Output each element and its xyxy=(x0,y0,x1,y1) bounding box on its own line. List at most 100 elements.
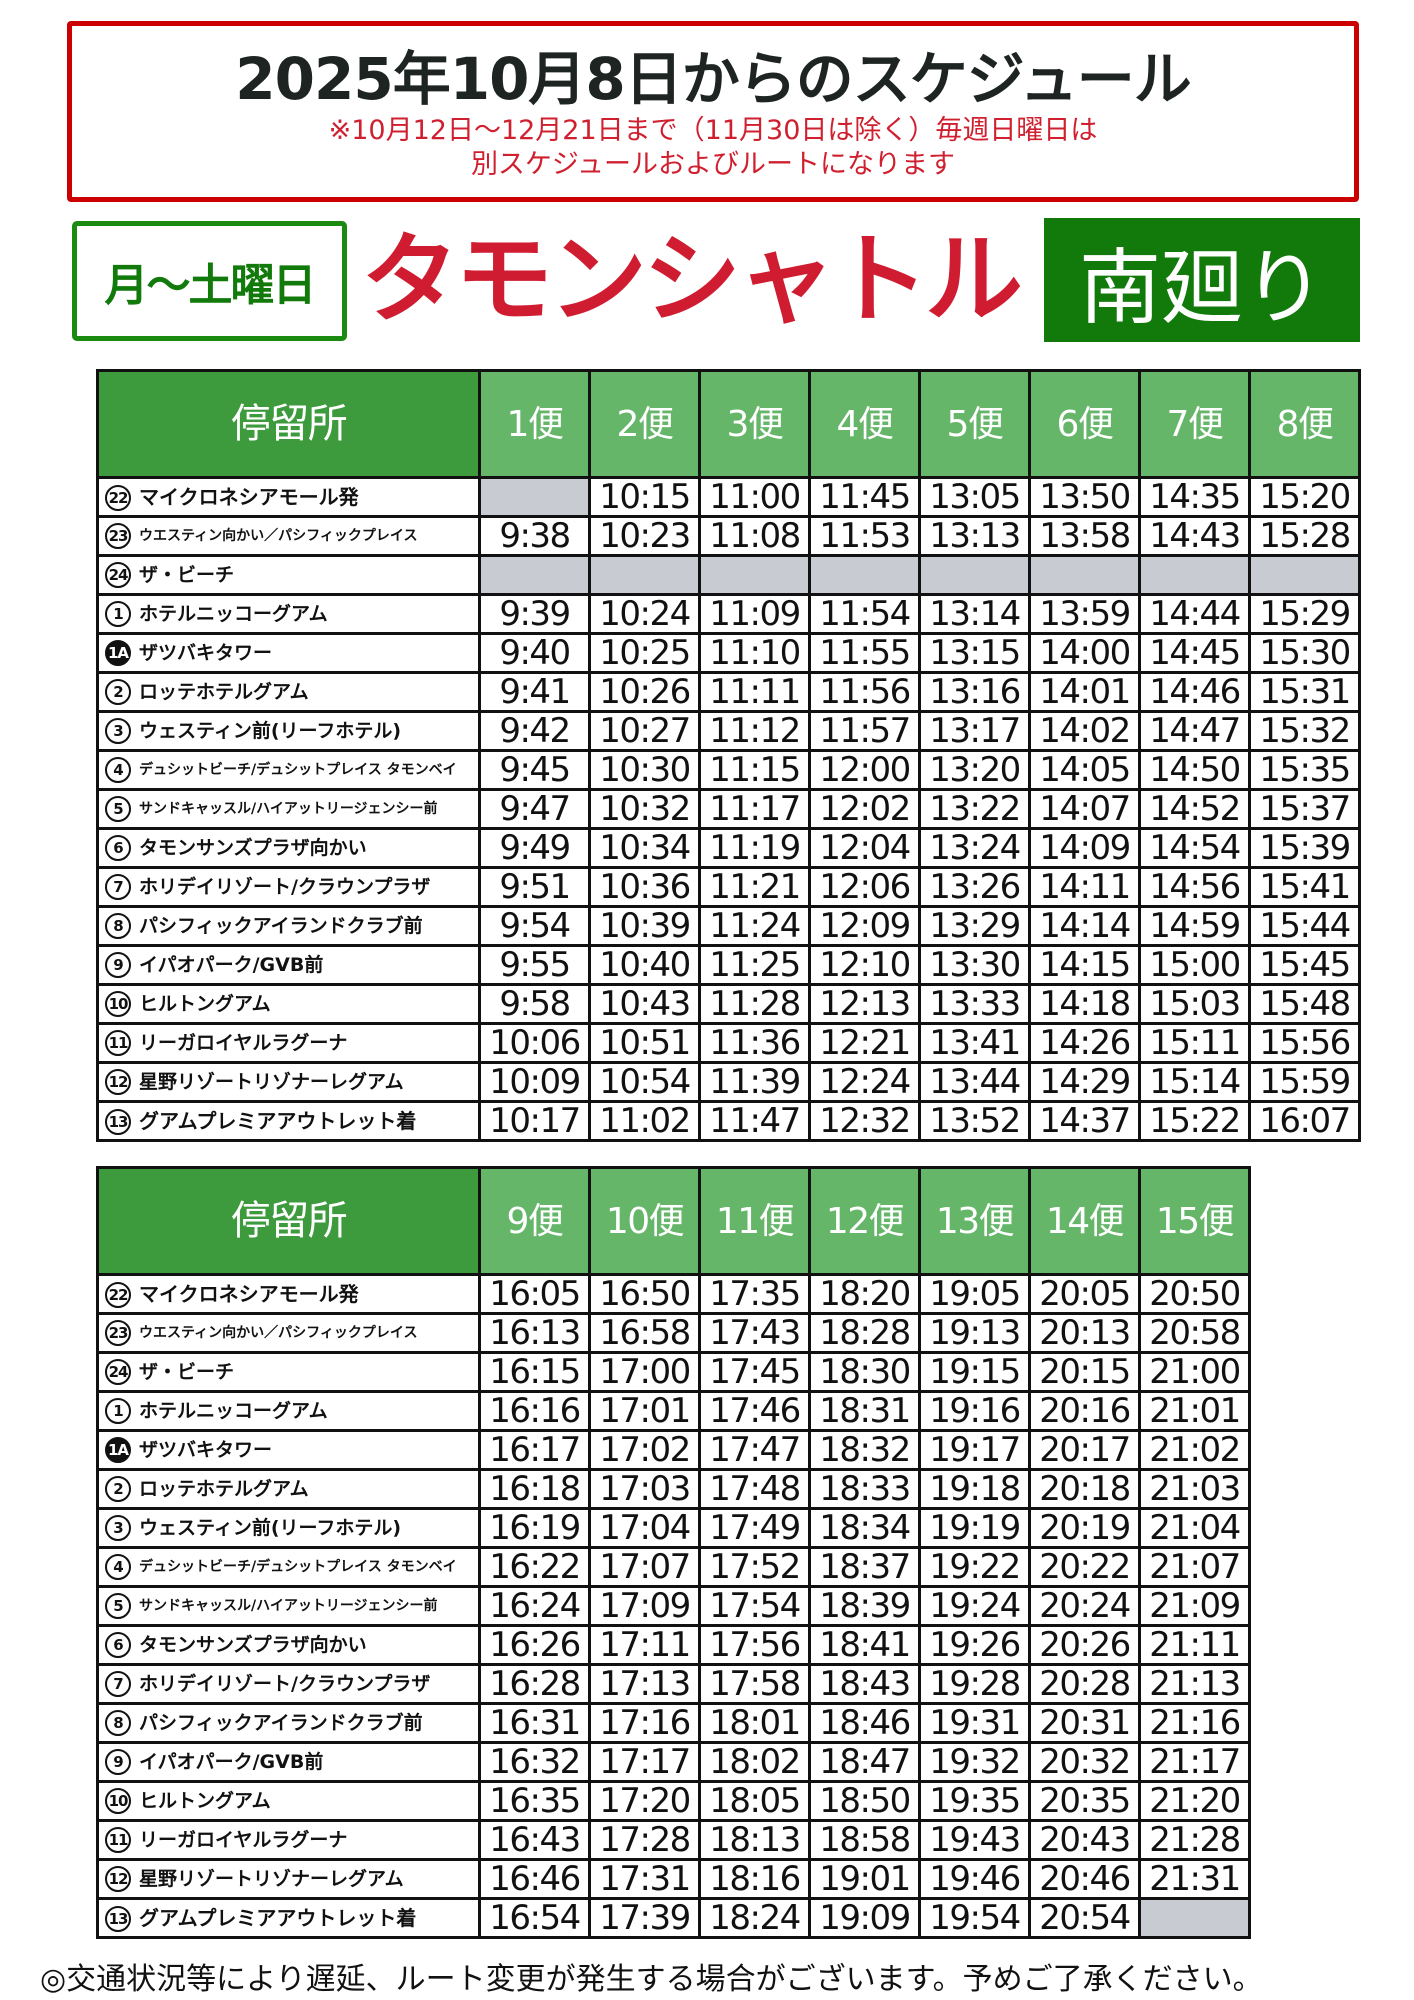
time-cell: 19:05 xyxy=(918,1273,1031,1315)
stop-name: タモンサンズプラザ向かい xyxy=(139,1633,367,1656)
time-cell: 16:58 xyxy=(588,1312,701,1354)
time-cell: 15:00 xyxy=(1138,944,1251,986)
time-cell: 11:09 xyxy=(698,593,811,635)
time-cell: 15:29 xyxy=(1248,593,1361,635)
time-cell: 10:25 xyxy=(588,632,701,674)
sunday-note-line2: 別スケジュールおよびルートになります xyxy=(470,149,956,180)
time-cell: 19:13 xyxy=(918,1312,1031,1354)
stop-number-icon: 22 xyxy=(105,485,131,511)
table-row: 4 デュシットビーチ/デュシットプレイス タモンベイ 16:22 17:07 17:52… xyxy=(96,1546,1251,1588)
time-cell: 13:50 xyxy=(1028,476,1141,518)
time-cell: 19:31 xyxy=(918,1702,1031,1744)
time-cell: 21:02 xyxy=(1138,1429,1251,1471)
stop-number-icon: 7 xyxy=(105,874,131,900)
time-cell: 13:16 xyxy=(918,671,1031,713)
time-cell: 11:25 xyxy=(698,944,811,986)
time-cell: 19:22 xyxy=(918,1546,1031,1588)
stop-name-cell: 23 ウエスティン向かい／パシフィックプレイス xyxy=(96,1312,481,1354)
stop-number-icon: 8 xyxy=(105,1710,131,1736)
time-cell: 15:48 xyxy=(1248,983,1361,1025)
table-row: 5 サンドキャッスル/ハイアットリージェンシー前 16:24 17:09 17:54 18… xyxy=(96,1585,1251,1627)
table-row: 5 サンドキャッスル/ハイアットリージェンシー前 9:47 10:32 11:17 12:… xyxy=(96,788,1361,830)
time-cell: 15:03 xyxy=(1138,983,1251,1025)
stop-number-icon: 12 xyxy=(105,1069,131,1095)
stop-name-cell: 2 ロッテホテルグアム xyxy=(96,1468,481,1510)
time-cell: 11:19 xyxy=(698,827,811,869)
time-cell: 11:10 xyxy=(698,632,811,674)
time-cell: 16:54 xyxy=(478,1897,591,1939)
table-row: 1 ホテルニッコーグアム 9:39 10:24 11:09 11:54 13:14 13:59… xyxy=(96,593,1361,635)
time-cell: 17:35 xyxy=(698,1273,811,1315)
stop-number-icon: 4 xyxy=(105,1553,131,1580)
stop-number-icon: 11 xyxy=(105,1030,131,1056)
table-row: 2 ロッテホテルグアム 16:18 17:03 17:48 18:33 19:18 20:18… xyxy=(96,1468,1251,1510)
time-cell: 10:54 xyxy=(588,1061,701,1103)
table-row: 9 イパオパーク/GVB前 16:32 17:17 18:02 18:47 19:32 20:… xyxy=(96,1741,1251,1783)
time-cell: 9:58 xyxy=(478,983,591,1025)
time-cell: 20:17 xyxy=(1028,1429,1141,1471)
time-cell: 17:52 xyxy=(698,1546,811,1588)
time-cell: 16:15 xyxy=(478,1351,591,1393)
stop-number-icon: 9 xyxy=(105,1749,131,1775)
stop-name-cell: 8 パシフィックアイランドクラブ前 xyxy=(96,1702,481,1744)
stop-name-cell: 11 リーガロイヤルラグーナ xyxy=(96,1022,481,1064)
table-row: 7 ホリデイリゾート/クラウンプラザ 9:51 10:36 11:21 12:06 13:2… xyxy=(96,866,1361,908)
time-cell: 21:00 xyxy=(1138,1351,1251,1393)
time-cell: 13:44 xyxy=(918,1061,1031,1103)
table-row: 11 リーガロイヤルラグーナ 10:06 10:51 11:36 12:21 13:41 14… xyxy=(96,1022,1361,1064)
stop-number-icon: 5 xyxy=(105,795,131,822)
time-cell: 18:31 xyxy=(808,1390,921,1432)
table-row: 2 ロッテホテルグアム 9:41 10:26 11:11 11:56 13:16 14:01 1… xyxy=(96,671,1361,713)
stop-number-icon: 6 xyxy=(105,1632,131,1658)
table-row: 1A ザツバキタワー 16:17 17:02 17:47 18:32 19:17 20:17 2… xyxy=(96,1429,1251,1471)
time-cell: 21:09 xyxy=(1138,1585,1251,1627)
time-cell: 21:11 xyxy=(1138,1624,1251,1666)
no-service-cell xyxy=(808,554,921,596)
time-cell: 16:13 xyxy=(478,1312,591,1354)
time-cell: 11:08 xyxy=(698,515,811,557)
stop-number-icon: 5 xyxy=(105,1592,131,1619)
no-service-cell xyxy=(588,554,701,596)
time-cell: 9:42 xyxy=(478,710,591,752)
time-cell: 13:41 xyxy=(918,1022,1031,1064)
time-cell: 19:24 xyxy=(918,1585,1031,1627)
stop-name: ホテルニッコーグアム xyxy=(139,1399,328,1422)
time-cell: 20:35 xyxy=(1028,1780,1141,1822)
time-cell: 19:09 xyxy=(808,1897,921,1939)
stop-number-icon: 1A xyxy=(105,640,131,666)
stop-number-icon: 24 xyxy=(105,1359,131,1385)
time-cell: 20:05 xyxy=(1028,1273,1141,1315)
time-cell: 10:17 xyxy=(478,1100,591,1142)
time-cell: 11:21 xyxy=(698,866,811,908)
time-cell: 9:49 xyxy=(478,827,591,869)
time-cell: 11:11 xyxy=(698,671,811,713)
time-cell: 12:10 xyxy=(808,944,921,986)
time-cell: 9:54 xyxy=(478,905,591,947)
time-cell: 14:01 xyxy=(1028,671,1141,713)
time-cell: 18:50 xyxy=(808,1780,921,1822)
time-cell: 18:01 xyxy=(698,1702,811,1744)
stop-name-cell: 8 パシフィックアイランドクラブ前 xyxy=(96,905,481,947)
table-row: 6 タモンサンズプラザ向かい 16:26 17:11 17:56 18:41 19:26 20… xyxy=(96,1624,1251,1666)
time-cell: 15:14 xyxy=(1138,1061,1251,1103)
stop-number-icon: 23 xyxy=(105,1319,131,1346)
time-cell: 21:17 xyxy=(1138,1741,1251,1783)
stop-name: ザ・ビーチ xyxy=(139,563,235,586)
stop-name: ウエスティン向かい／パシフィックプレイス xyxy=(139,527,418,544)
time-cell: 17:47 xyxy=(698,1429,811,1471)
time-cell: 17:16 xyxy=(588,1702,701,1744)
table-row: 3 ウェスティン前(リーフホテル) 9:42 10:27 11:12 11:57 13:17… xyxy=(96,710,1361,752)
time-cell: 16:05 xyxy=(478,1273,591,1315)
time-cell: 16:22 xyxy=(478,1546,591,1588)
stop-name: リーガロイヤルラグーナ xyxy=(139,1828,348,1851)
time-cell: 17:02 xyxy=(588,1429,701,1471)
time-cell: 16:18 xyxy=(478,1468,591,1510)
time-cell: 13:14 xyxy=(918,593,1031,635)
stop-name: グアムプレミアアウトレット着 xyxy=(139,1905,417,1930)
time-cell: 14:43 xyxy=(1138,515,1251,557)
stop-name-cell: 5 サンドキャッスル/ハイアットリージェンシー前 xyxy=(96,1585,481,1627)
time-cell: 15:45 xyxy=(1248,944,1361,986)
time-cell: 19:43 xyxy=(918,1819,1031,1861)
time-cell: 15:11 xyxy=(1138,1022,1251,1064)
time-cell: 18:30 xyxy=(808,1351,921,1393)
